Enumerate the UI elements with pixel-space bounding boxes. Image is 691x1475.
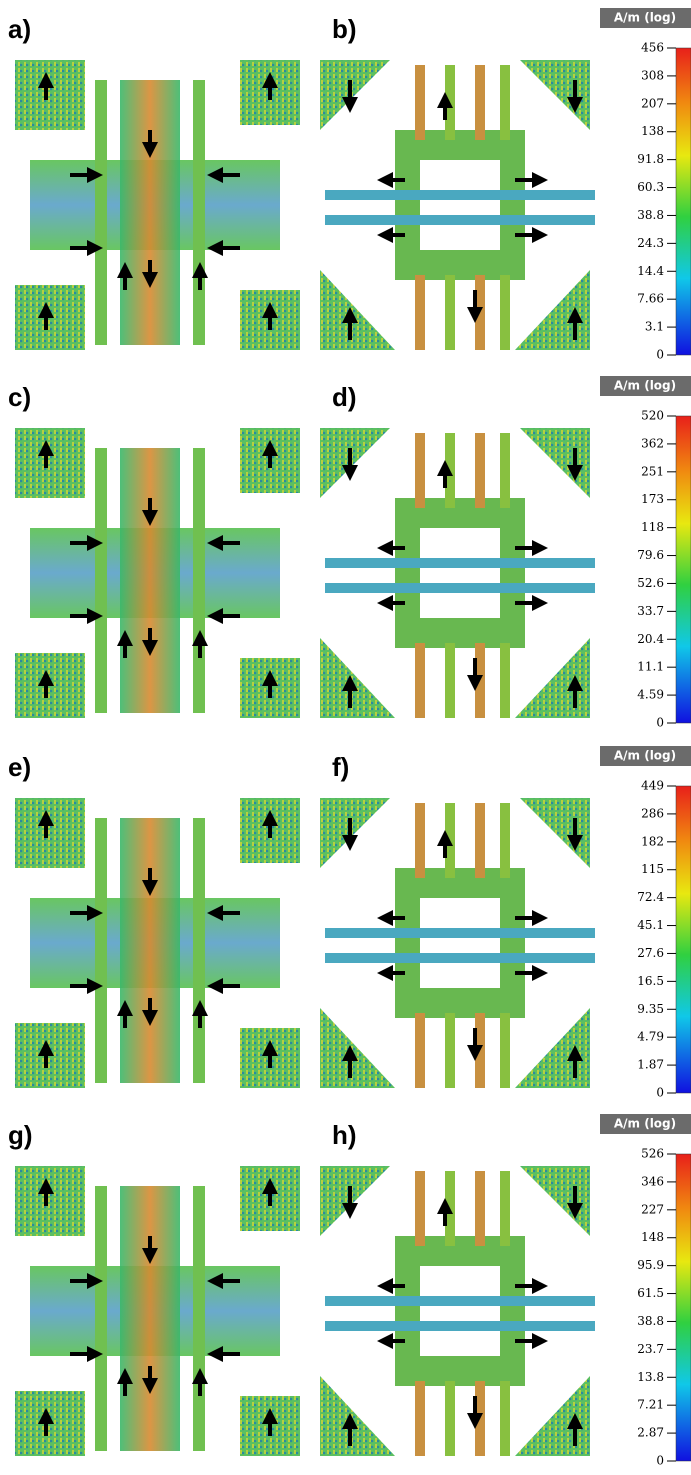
colorbar-tick-label: 0 bbox=[656, 348, 664, 362]
colorbar-tick-label: 91.8 bbox=[637, 152, 664, 166]
colorbar-tick-label: 95.9 bbox=[637, 1258, 664, 1272]
colorbar-tick-label: 138 bbox=[641, 124, 664, 138]
colorbar-tick-label: 115 bbox=[641, 862, 664, 876]
colorbar-tick-label: 207 bbox=[641, 96, 664, 110]
field-map-left bbox=[15, 798, 305, 1088]
colorbar-tick-label: 286 bbox=[641, 806, 664, 820]
colorbar-tick-label: 308 bbox=[641, 68, 664, 82]
colorbar-tick-label: 38.8 bbox=[637, 1314, 664, 1328]
colorbar-tick-label: 61.5 bbox=[637, 1286, 664, 1300]
panel-label: a) bbox=[8, 14, 31, 44]
colorbar-tick-label: 0 bbox=[656, 1454, 664, 1468]
colorbar-tick-label: 118 bbox=[641, 520, 664, 534]
colorbar-title: A/m (log) bbox=[614, 11, 676, 25]
field-map-left bbox=[15, 60, 305, 350]
colorbar-tick-label: 148 bbox=[641, 1230, 664, 1244]
colorbar-tick-label: 45.1 bbox=[637, 918, 664, 932]
field-map-right bbox=[320, 1166, 595, 1456]
figure: a) b) A/m (log) 456 308 207 138 91.8 60.3 38.8 24.… bbox=[0, 0, 691, 1475]
colorbar-tick-label: 72.4 bbox=[637, 890, 664, 904]
colorbar-tick-label: 52.6 bbox=[637, 576, 664, 590]
colorbar-tick-label: 449 bbox=[641, 779, 664, 793]
colorbar-tick-label: 7.66 bbox=[637, 292, 664, 306]
colorbar bbox=[676, 416, 691, 723]
colorbar-tick-label: 23.7 bbox=[637, 1342, 664, 1356]
panel-label: f) bbox=[332, 752, 349, 782]
field-map-right bbox=[320, 60, 595, 350]
colorbar-tick-label: 526 bbox=[641, 1147, 664, 1161]
colorbar-tick-label: 182 bbox=[641, 834, 664, 848]
colorbar-tick-label: 79.6 bbox=[637, 548, 664, 562]
panel-label: c) bbox=[8, 382, 31, 412]
colorbar-tick-label: 7.21 bbox=[637, 1398, 664, 1412]
field-map-left bbox=[15, 428, 305, 718]
colorbar-tick-label: 27.6 bbox=[637, 946, 664, 960]
panel-label: h) bbox=[332, 1120, 357, 1150]
colorbar-tick-label: 520 bbox=[641, 409, 664, 423]
colorbar-tick-label: 9.35 bbox=[637, 1002, 664, 1016]
colorbar bbox=[676, 1154, 691, 1461]
colorbar-tick-label: 0 bbox=[656, 716, 664, 730]
colorbar-tick-label: 38.8 bbox=[637, 208, 664, 222]
panel-label: e) bbox=[8, 752, 31, 782]
colorbar-tick-label: 33.7 bbox=[637, 604, 664, 618]
colorbar-tick-label: 251 bbox=[641, 464, 664, 478]
colorbar-tick-label: 13.8 bbox=[637, 1370, 664, 1384]
colorbar-title: A/m (log) bbox=[614, 1117, 676, 1131]
colorbar-tick-label: 60.3 bbox=[637, 180, 664, 194]
panel-label: d) bbox=[332, 382, 357, 412]
colorbar-tick-label: 24.3 bbox=[637, 236, 664, 250]
colorbar-tick-label: 456 bbox=[641, 41, 664, 55]
colorbar-tick-label: 2.87 bbox=[637, 1426, 664, 1440]
panel-label: b) bbox=[332, 14, 357, 44]
colorbar bbox=[676, 48, 691, 355]
colorbar-tick-label: 362 bbox=[641, 436, 664, 450]
colorbar-tick-label: 14.4 bbox=[637, 264, 664, 278]
colorbar-tick-label: 346 bbox=[641, 1174, 664, 1188]
colorbar-tick-label: 11.1 bbox=[637, 660, 664, 674]
colorbar-title: A/m (log) bbox=[614, 749, 676, 763]
colorbar-tick-label: 1.87 bbox=[637, 1058, 664, 1072]
field-map-left bbox=[15, 1166, 305, 1456]
colorbar-tick-label: 0 bbox=[656, 1086, 664, 1100]
colorbar-title: A/m (log) bbox=[614, 379, 676, 393]
panel-label: g) bbox=[8, 1120, 33, 1150]
colorbar-tick-label: 227 bbox=[641, 1202, 664, 1216]
field-map-right bbox=[320, 428, 595, 718]
field-map-right bbox=[320, 798, 595, 1088]
colorbar-tick-label: 20.4 bbox=[637, 632, 664, 646]
colorbar-tick-label: 16.5 bbox=[637, 974, 664, 988]
colorbar-tick-label: 3.1 bbox=[645, 320, 664, 334]
colorbar bbox=[676, 786, 691, 1093]
colorbar-tick-label: 4.79 bbox=[637, 1030, 664, 1044]
colorbar-tick-label: 173 bbox=[641, 492, 664, 506]
colorbar-tick-label: 4.59 bbox=[637, 688, 664, 702]
